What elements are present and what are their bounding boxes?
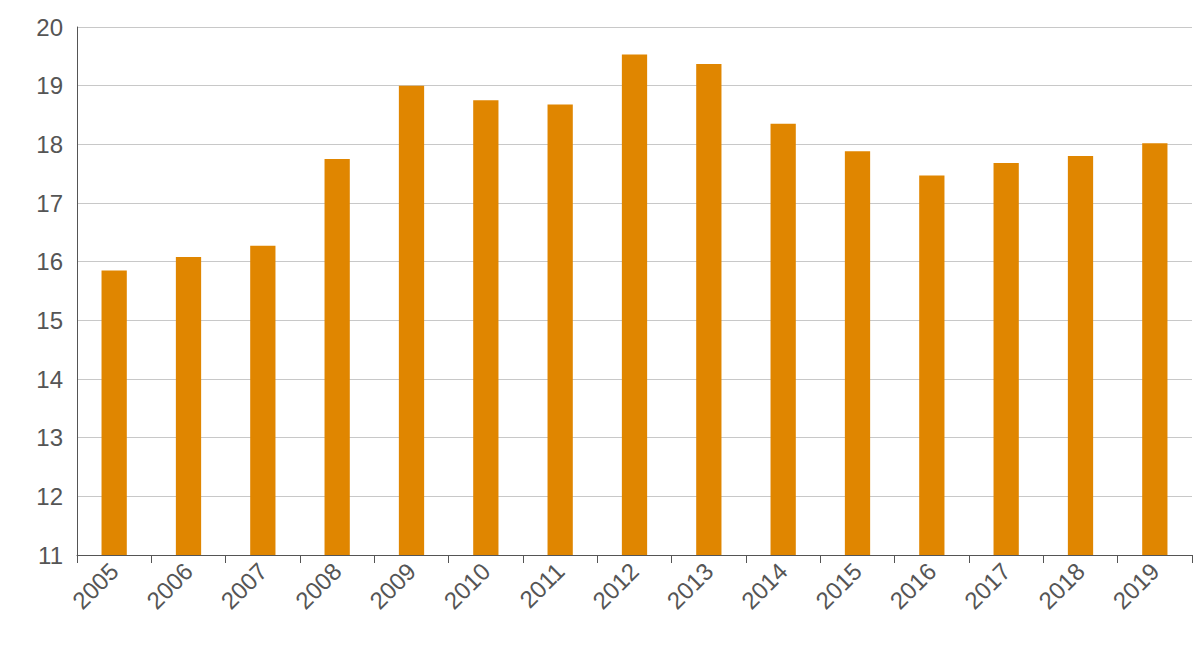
svg-text:19: 19 [36,72,63,99]
svg-text:2018: 2018 [1033,557,1090,614]
svg-text:2005: 2005 [67,557,124,614]
svg-text:14: 14 [36,366,63,393]
svg-text:2011: 2011 [514,557,570,613]
svg-text:17: 17 [36,190,63,217]
svg-text:2013: 2013 [662,557,719,614]
svg-text:2015: 2015 [810,557,867,614]
svg-text:16: 16 [36,248,63,275]
svg-text:2019: 2019 [1108,557,1165,614]
svg-text:12: 12 [36,483,63,510]
svg-text:2006: 2006 [141,557,198,614]
svg-text:2010: 2010 [439,557,496,614]
svg-text:15: 15 [36,307,63,334]
svg-text:18: 18 [36,131,63,158]
svg-text:13: 13 [36,424,63,451]
svg-text:2016: 2016 [885,557,942,614]
svg-text:2017: 2017 [959,557,1016,614]
svg-text:2007: 2007 [216,557,273,614]
svg-text:20: 20 [36,14,63,41]
svg-text:2008: 2008 [290,557,347,614]
svg-text:2014: 2014 [736,557,793,614]
svg-text:11: 11 [38,542,63,569]
svg-text:2012: 2012 [587,557,644,614]
svg-text:2009: 2009 [364,557,421,614]
